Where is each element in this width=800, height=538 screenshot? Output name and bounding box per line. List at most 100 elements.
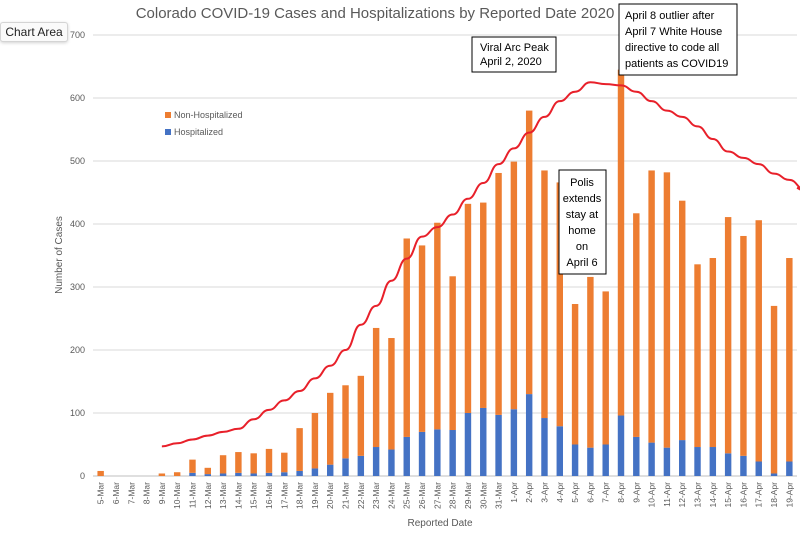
trend-line (161, 81, 800, 448)
bar-hospitalized (342, 458, 349, 476)
bar-hospitalized (587, 447, 594, 476)
x-tick-label: 23-Mar (371, 482, 381, 509)
y-axis-title: Number of Cases (54, 216, 65, 294)
bar-hospitalized (281, 472, 288, 476)
x-axis-ticks: 5-Mar 6-Mar 7-Mar 8-Mar 9-Mar 10-Mar 11-Mar 12-… (96, 482, 795, 509)
bar-hospitalized (694, 447, 701, 476)
bar-hospitalized (755, 461, 762, 476)
bar-hospitalized (740, 455, 747, 476)
x-tick-label: 10-Apr (647, 482, 657, 508)
bar-hospitalized (724, 453, 732, 476)
x-tick-label: 18-Mar (295, 482, 305, 509)
x-tick-label: 13-Mar (218, 482, 228, 509)
x-tick-label: 7-Apr (601, 482, 611, 503)
bar-non-hospitalized (755, 220, 762, 462)
x-tick-label: 5-Apr (570, 482, 580, 503)
bar-hospitalized (786, 461, 793, 476)
bar-non-hospitalized (541, 170, 548, 419)
bar-non-hospitalized (495, 172, 502, 415)
bar-non-hospitalized (617, 69, 625, 416)
x-tick-label: 12-Mar (203, 482, 213, 509)
bar-non-hospitalized (235, 452, 242, 473)
bar-non-hospitalized (204, 467, 211, 475)
x-tick-label: 13-Apr (693, 482, 703, 508)
bars (97, 69, 793, 476)
chart-area-badge[interactable]: Chart Area (0, 22, 68, 42)
x-tick-label: 6-Mar (111, 482, 121, 504)
legend: Non-Hospitalized Hospitalized (165, 110, 243, 137)
y-tick-label: 500 (70, 156, 85, 166)
x-tick-label: 8-Apr (616, 482, 626, 503)
bar-hospitalized (633, 436, 640, 476)
annotation-peak-line-2: April 2, 2020 (480, 56, 542, 68)
x-tick-label: 29-Mar (463, 482, 473, 509)
legend-label-non-hospitalized: Non-Hospitalized (174, 110, 243, 120)
bar-hospitalized (571, 444, 579, 476)
bar-hospitalized (770, 473, 778, 476)
x-tick-label: 15-Mar (249, 482, 259, 509)
annotation-outlier-line-2: April 7 White House (625, 26, 722, 38)
x-tick-label: 11-Apr (662, 482, 672, 507)
annotation-polis-line-1: Polis (570, 177, 594, 189)
bar-non-hospitalized (694, 264, 701, 448)
x-tick-label: 10-Mar (172, 482, 182, 509)
x-tick-label: 8-Mar (142, 482, 152, 504)
bar-hospitalized (679, 440, 686, 476)
bar-non-hospitalized (281, 452, 288, 473)
bar-hospitalized (525, 394, 533, 476)
bar-non-hospitalized (770, 305, 778, 474)
bar-hospitalized (265, 472, 273, 476)
bar-non-hospitalized (449, 276, 456, 431)
bar-non-hospitalized (327, 392, 334, 465)
bar-non-hospitalized (403, 238, 410, 437)
bar-non-hospitalized (633, 213, 640, 437)
x-tick-label: 9-Mar (157, 482, 167, 504)
bar-hospitalized (219, 473, 227, 476)
bar-hospitalized (357, 455, 365, 476)
x-tick-label: 2-Apr (524, 482, 534, 503)
bar-hospitalized (480, 407, 487, 476)
bar-non-hospitalized (709, 258, 717, 448)
bar-hospitalized (510, 409, 518, 476)
x-tick-label: 31-Mar (494, 482, 504, 509)
bar-hospitalized (296, 470, 303, 476)
y-tick-label: 100 (70, 408, 85, 418)
x-tick-label: 19-Mar (310, 482, 320, 509)
x-tick-label: 24-Mar (386, 482, 396, 509)
bar-non-hospitalized (510, 161, 518, 410)
bar-hospitalized (709, 447, 717, 476)
x-tick-label: 14-Mar (233, 482, 243, 509)
legend-swatch-hospitalized (165, 129, 171, 135)
bar-non-hospitalized (296, 428, 303, 471)
x-tick-label: 22-Mar (356, 482, 366, 509)
x-tick-label: 18-Apr (769, 482, 779, 508)
bar-non-hospitalized (97, 470, 104, 476)
x-tick-label: 17-Apr (754, 482, 764, 508)
annotation-outlier: April 8 outlier after April 7 White Hous… (618, 3, 738, 76)
x-tick-label: 19-Apr (784, 482, 794, 508)
bar-hospitalized (388, 449, 395, 476)
x-tick-label: 26-Mar (417, 482, 427, 509)
x-tick-label: 21-Mar (341, 482, 351, 509)
chart-title: Colorado COVID-19 Cases and Hospitalizat… (136, 5, 615, 22)
y-tick-label: 400 (70, 219, 85, 229)
annotation-polis-line-5: on (576, 241, 588, 253)
x-tick-label: 7-Mar (126, 482, 136, 504)
bar-hospitalized (403, 436, 410, 476)
bar-non-hospitalized (571, 304, 579, 445)
bar-non-hospitalized (464, 203, 472, 413)
x-tick-label: 4-Apr (555, 482, 565, 503)
y-tick-label: 200 (70, 345, 85, 355)
bar-non-hospitalized (663, 172, 671, 448)
bar-non-hospitalized (265, 448, 273, 473)
annotation-polis: Polis extends stay at home on April 6 (558, 169, 607, 275)
x-tick-label: 16-Mar (264, 482, 274, 509)
legend-label-hospitalized: Hospitalized (174, 127, 223, 137)
y-axis-ticks: 0 100 200 300 400 500 600 700 (70, 30, 85, 481)
annotation-outlier-line-4: patients as COVID19 (625, 58, 728, 70)
bar-non-hospitalized (372, 327, 380, 448)
bar-non-hospitalized (250, 453, 257, 474)
bar-hospitalized (434, 429, 441, 476)
x-tick-label: 30-Mar (478, 482, 488, 509)
bar-hospitalized (372, 447, 380, 476)
